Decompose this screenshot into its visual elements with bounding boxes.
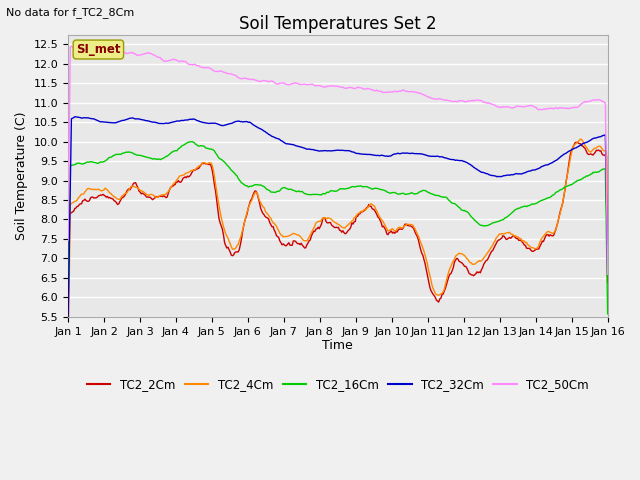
- Text: SI_met: SI_met: [76, 43, 120, 56]
- Text: No data for f_TC2_8Cm: No data for f_TC2_8Cm: [6, 7, 134, 18]
- X-axis label: Time: Time: [323, 339, 353, 352]
- Title: Soil Temperatures Set 2: Soil Temperatures Set 2: [239, 15, 436, 33]
- Legend: TC2_2Cm, TC2_4Cm, TC2_16Cm, TC2_32Cm, TC2_50Cm: TC2_2Cm, TC2_4Cm, TC2_16Cm, TC2_32Cm, TC…: [82, 373, 593, 396]
- Y-axis label: Soil Temperature (C): Soil Temperature (C): [15, 111, 28, 240]
